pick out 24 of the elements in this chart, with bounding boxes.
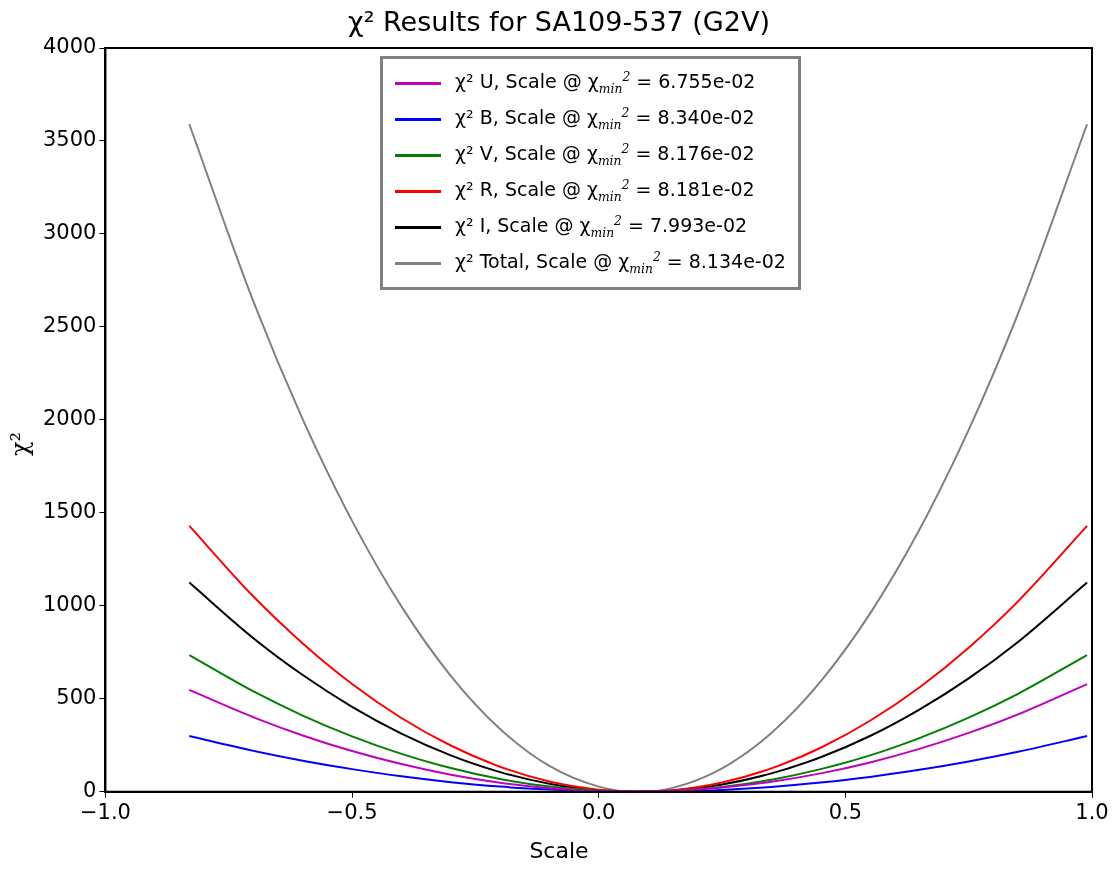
y-tick-label: 500 bbox=[56, 685, 97, 710]
y-tick-label: 2500 bbox=[42, 313, 97, 338]
y-tick-label: 3000 bbox=[42, 220, 97, 245]
x-tick-label: 0.5 bbox=[828, 799, 863, 824]
line-series bbox=[188, 654, 1089, 792]
y-axis-title: χ² bbox=[6, 431, 35, 457]
y-tick-label: 2000 bbox=[42, 406, 97, 431]
legend-label: χ² B, Scale @ χ$_{min}$$^{2}$ = 8.340e-02 bbox=[455, 105, 755, 133]
x-tick-label: 1.0 bbox=[1075, 799, 1109, 824]
chart-title: χ² Results for SA109-537 (G2V) bbox=[348, 6, 770, 37]
legend-label: χ² Total, Scale @ χ$_{min}$$^{2}$ = 8.134e-02 bbox=[455, 249, 786, 277]
y-tick-label: 1000 bbox=[42, 592, 97, 617]
line-series bbox=[188, 524, 1089, 792]
legend-label: χ² V, Scale @ χ$_{min}$$^{2}$ = 8.176e-02 bbox=[455, 141, 755, 169]
legend-label: χ² R, Scale @ χ$_{min}$$^{2}$ = 8.181e-02 bbox=[455, 177, 755, 205]
x-tick-label: −0.5 bbox=[326, 799, 378, 824]
y-tick-label: 4000 bbox=[42, 34, 97, 59]
legend-label: χ² U, Scale @ χ$_{min}$$^{2}$ = 6.755e-02 bbox=[455, 69, 756, 97]
y-tick-label: 1500 bbox=[42, 499, 97, 524]
y-tick-label: 3500 bbox=[42, 127, 97, 152]
x-tick-label: 0.0 bbox=[582, 799, 616, 824]
legend-label: χ² I, Scale @ χ$_{min}$$^{2}$ = 7.993e-02 bbox=[455, 213, 748, 241]
line-series bbox=[188, 683, 1089, 792]
x-axis-title: Scale bbox=[528, 838, 590, 863]
